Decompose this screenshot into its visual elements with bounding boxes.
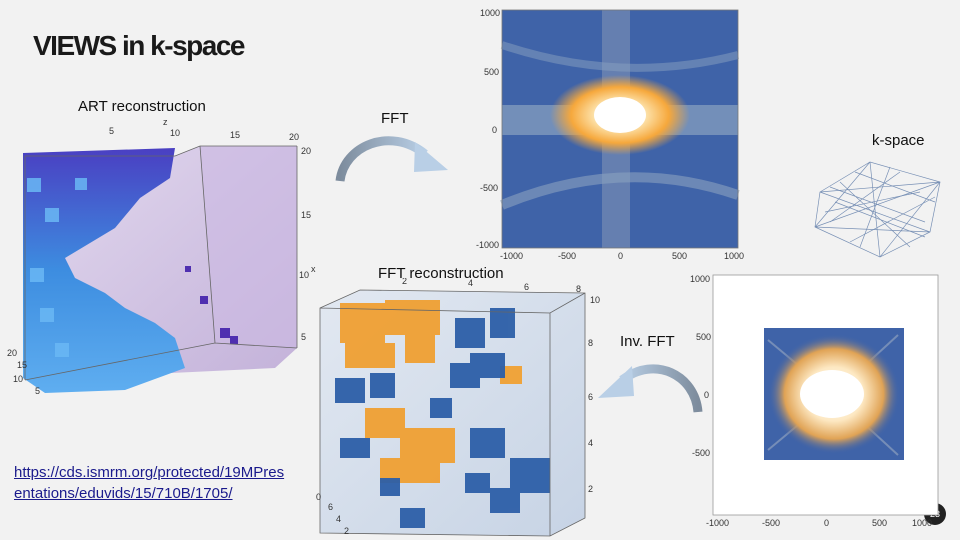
inv-fft-arrow-icon: [598, 364, 703, 413]
fft-bottom-tick: 0: [316, 492, 321, 502]
fft-right-tick: 2: [588, 484, 593, 494]
art-right-tick: 5: [301, 332, 306, 342]
kspace-y-tick: 500: [484, 67, 499, 77]
art-reconstruction-image: z 5 10 15 20 20 15 10 x 5 20 15 10 5: [7, 118, 316, 396]
kspace-y-tick: 0: [492, 125, 497, 135]
art-left-tick: 10: [13, 374, 23, 384]
fft-bottom-tick: 2: [344, 526, 349, 536]
art-z-axis-label: z: [163, 118, 168, 127]
inverse-fft-plot: 1000 500 0 -500 -1000 -500 0 500 1000: [690, 274, 939, 528]
fft-right-tick: 6: [588, 392, 593, 402]
art-top-tick: 15: [230, 130, 240, 140]
inv-fft-label: Inv. FFT: [620, 333, 675, 350]
kspace-y-tick: -500: [480, 183, 498, 193]
kspace-x-tick: -1000: [500, 251, 523, 261]
slide-title: VIEWS in k-space: [33, 30, 245, 61]
kspace-x-tick: 500: [672, 251, 687, 261]
art-top-tick: 10: [170, 128, 180, 138]
inv-x-tick: 500: [872, 518, 887, 528]
inv-y-tick: -500: [692, 448, 710, 458]
inv-y-tick: 1000: [690, 274, 710, 284]
fft-right-tick: 8: [588, 338, 593, 348]
inv-x-tick: -1000: [706, 518, 729, 528]
fft-top-tick: 8: [576, 284, 581, 294]
kspace-y-tick: 1000: [480, 8, 500, 18]
art-left-tick: 5: [35, 386, 40, 396]
fft-bottom-tick: 6: [328, 502, 333, 512]
k-space-plot: 1000 500 0 -500 -1000 -1000 -500 0 500 1…: [476, 8, 744, 261]
art-reconstruction-label: ART reconstruction: [78, 98, 206, 115]
fft-right-tick: 10: [590, 295, 600, 305]
inv-y-tick: 0: [704, 390, 709, 400]
art-top-tick: 20: [289, 132, 299, 142]
fft-arrow-icon: [335, 136, 448, 182]
source-link[interactable]: https://cds.ismrm.org/protected/19MPrese…: [14, 464, 285, 502]
inv-x-tick: 0: [824, 518, 829, 528]
inv-x-tick: 1000: [912, 518, 932, 528]
kspace-x-tick: 1000: [724, 251, 744, 261]
art-top-tick: 5: [109, 126, 114, 136]
k-space-trajectory-image: [814, 161, 941, 258]
art-right-tick: 20: [301, 146, 311, 156]
kspace-y-tick: -1000: [476, 240, 499, 250]
art-right-tick: 10: [299, 270, 309, 280]
art-right-tick: 15: [301, 210, 311, 220]
inv-y-tick: 500: [696, 332, 711, 342]
fft-top-tick: 6: [524, 282, 529, 292]
fft-reconstruction-label: FFT reconstruction: [378, 265, 504, 282]
art-left-tick: 20: [7, 348, 17, 358]
fft-reconstruction-image: 2 4 6 8 10 8 6 4 2 0 6 4 2: [316, 278, 600, 537]
fft-bottom-tick: 4: [336, 514, 341, 524]
fft-right-tick: 4: [588, 438, 593, 448]
k-space-label: k-space: [872, 132, 925, 149]
fft-top-tick: 2: [402, 278, 407, 286]
inv-x-tick: -500: [762, 518, 780, 528]
art-x-axis-label: x: [311, 264, 316, 274]
kspace-x-tick: 0: [618, 251, 623, 261]
fft-label: FFT: [381, 110, 409, 127]
fft-top-tick: 4: [468, 278, 473, 288]
art-left-tick: 15: [17, 360, 27, 370]
kspace-x-tick: -500: [558, 251, 576, 261]
